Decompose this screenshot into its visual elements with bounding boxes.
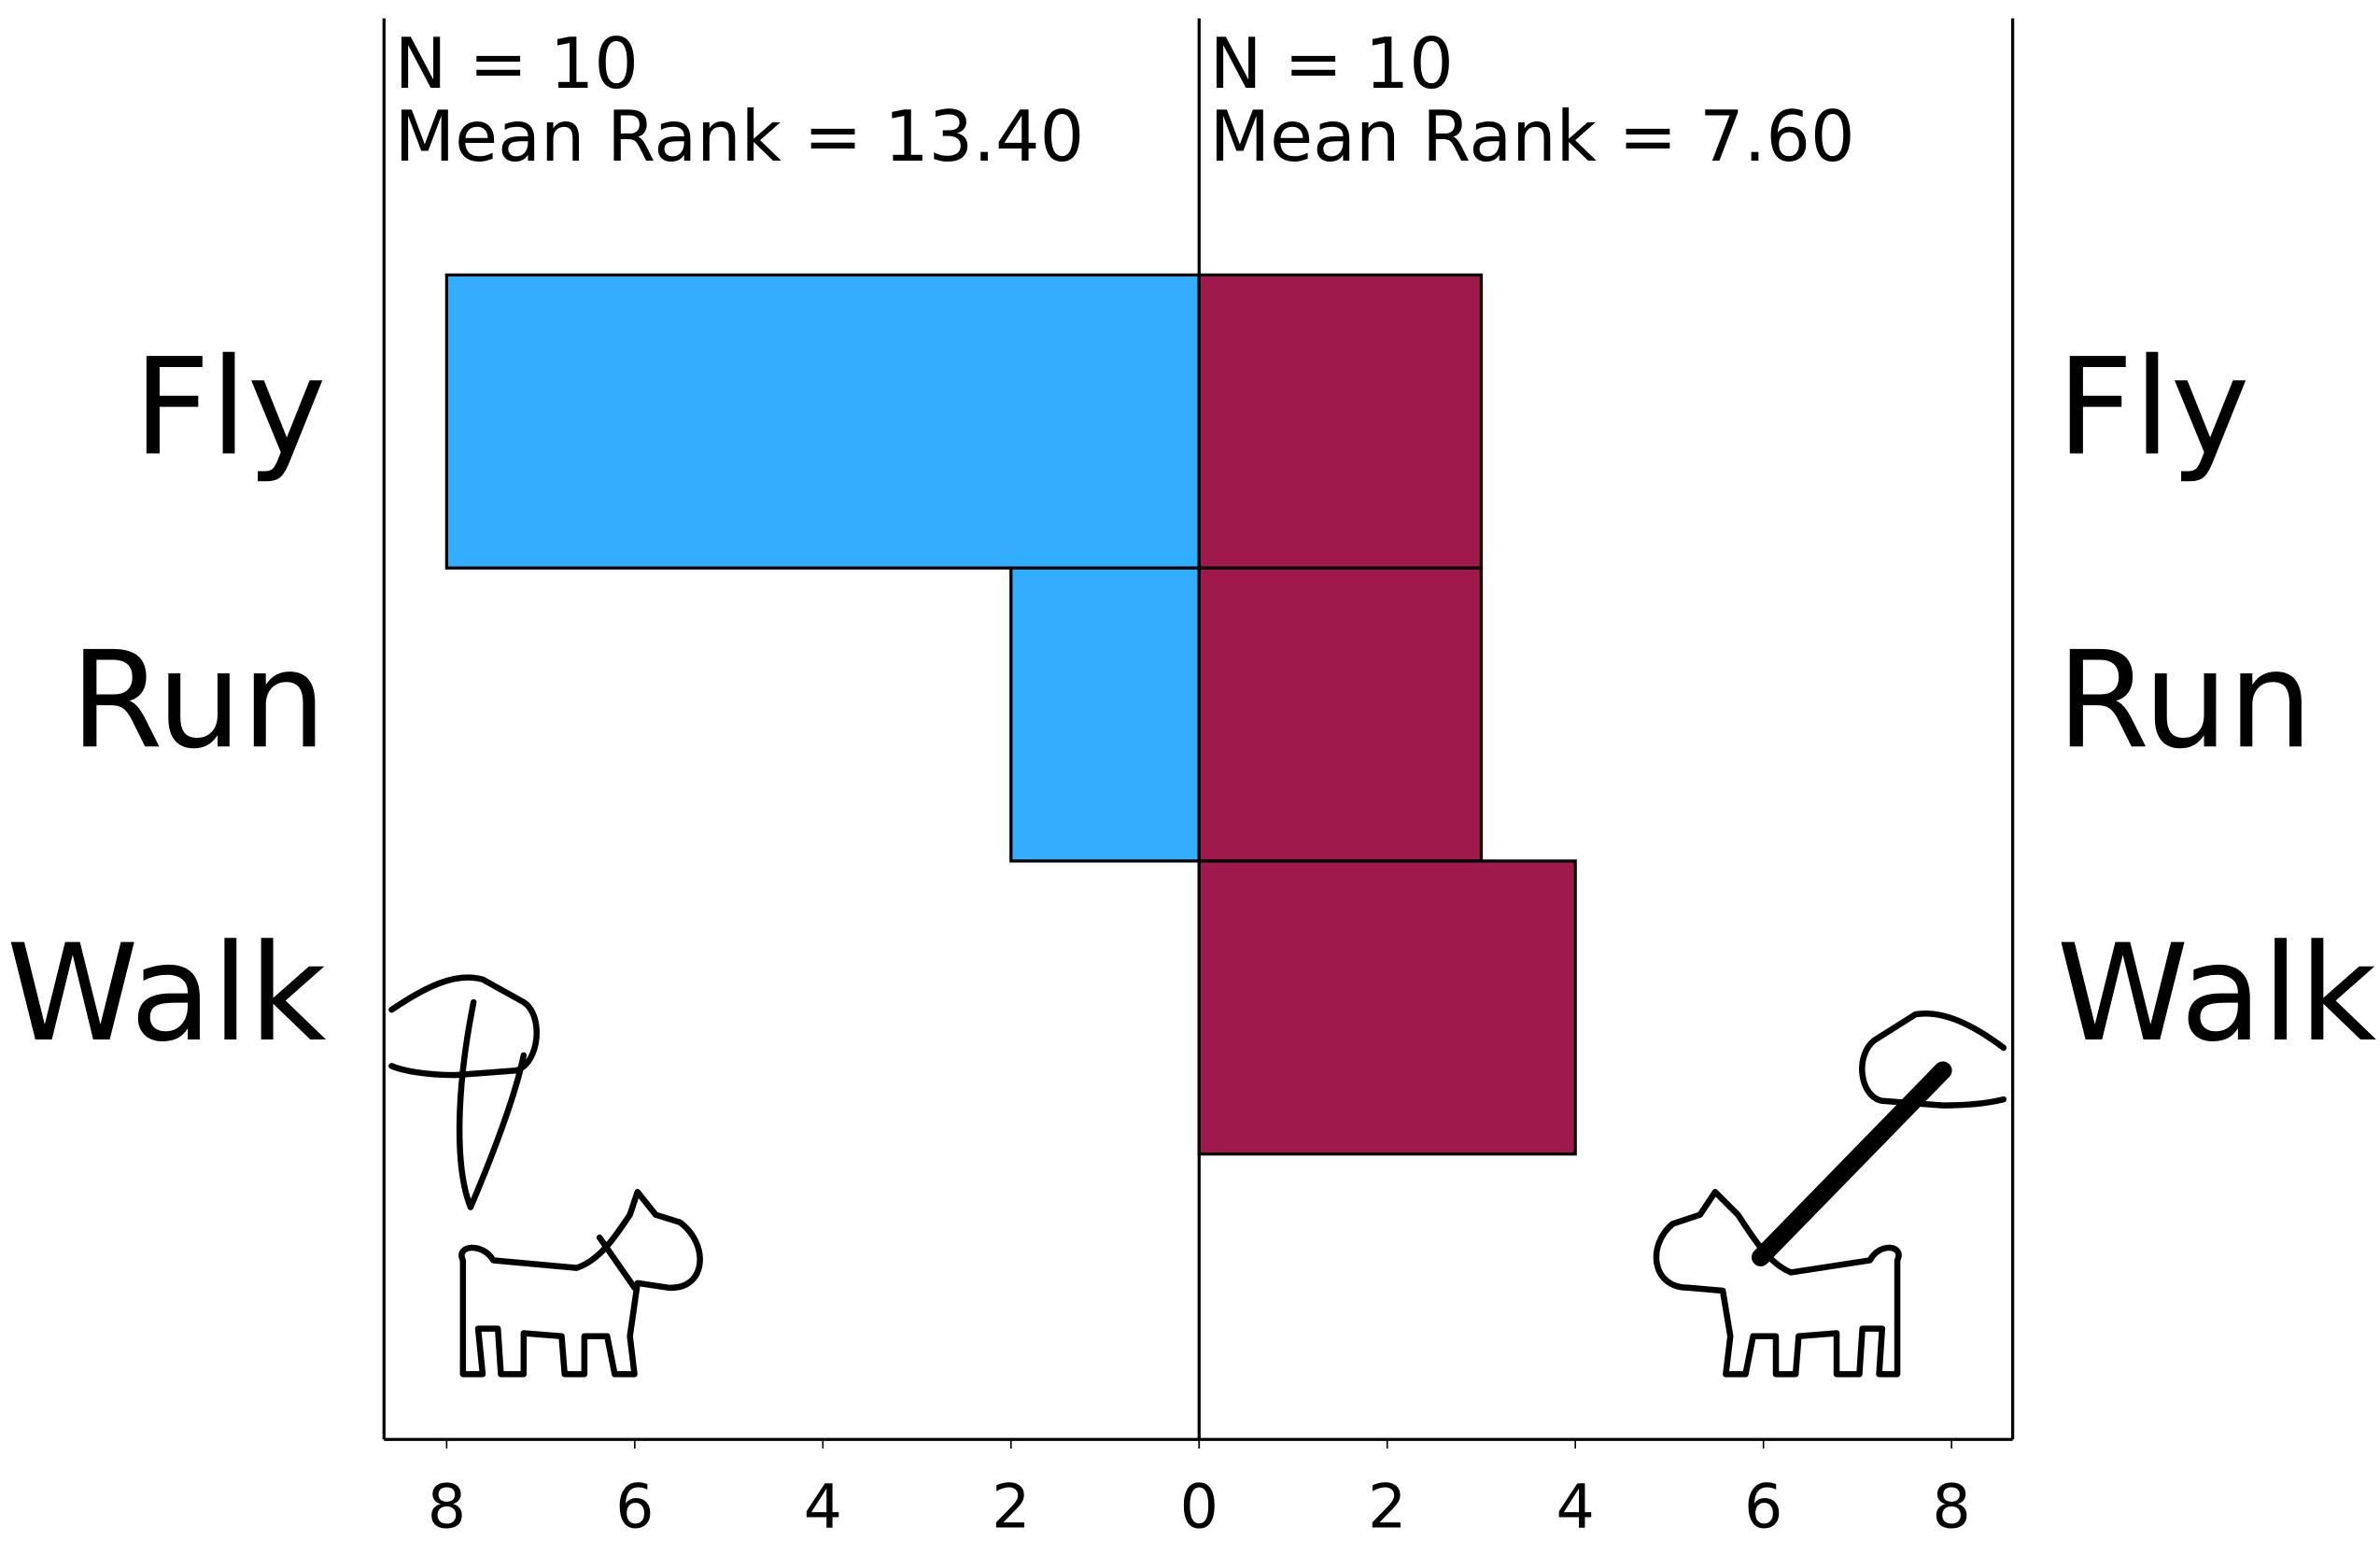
category-label: Run xyxy=(2057,622,2313,778)
annotation: Mean Rank = 13.40 xyxy=(395,96,1085,177)
annotation: Mean Rank = 7.60 xyxy=(1210,96,1855,177)
dog-icon-right xyxy=(1653,1011,2007,1378)
category-label: Walk xyxy=(7,915,327,1071)
category-label: Walk xyxy=(2057,915,2377,1071)
x-tick-label: 4 xyxy=(804,1473,842,1543)
x-tick-label: 0 xyxy=(1180,1473,1218,1543)
bar xyxy=(1009,566,1201,863)
bar xyxy=(1197,566,1484,863)
dog-icon-left xyxy=(388,974,703,1378)
x-tick-label: 6 xyxy=(1744,1473,1782,1543)
x-tick-label: 6 xyxy=(615,1473,654,1543)
x-tick-label: 4 xyxy=(1556,1473,1594,1543)
x-tick-label: 2 xyxy=(992,1473,1030,1543)
annotation: N = 10 xyxy=(395,23,639,105)
annotation: N = 10 xyxy=(1210,23,1454,105)
bar xyxy=(1197,273,1484,570)
bar xyxy=(1197,859,1577,1156)
bar xyxy=(444,273,1201,570)
x-tick-label: 8 xyxy=(428,1473,466,1543)
x-tick-label: 2 xyxy=(1368,1473,1406,1543)
category-label: Run xyxy=(70,622,326,778)
category-label: Fly xyxy=(2057,329,2250,485)
category-label: Fly xyxy=(134,329,327,485)
x-tick-label: 0 xyxy=(1180,1473,1218,1543)
x-tick-label: 8 xyxy=(1932,1473,1970,1543)
